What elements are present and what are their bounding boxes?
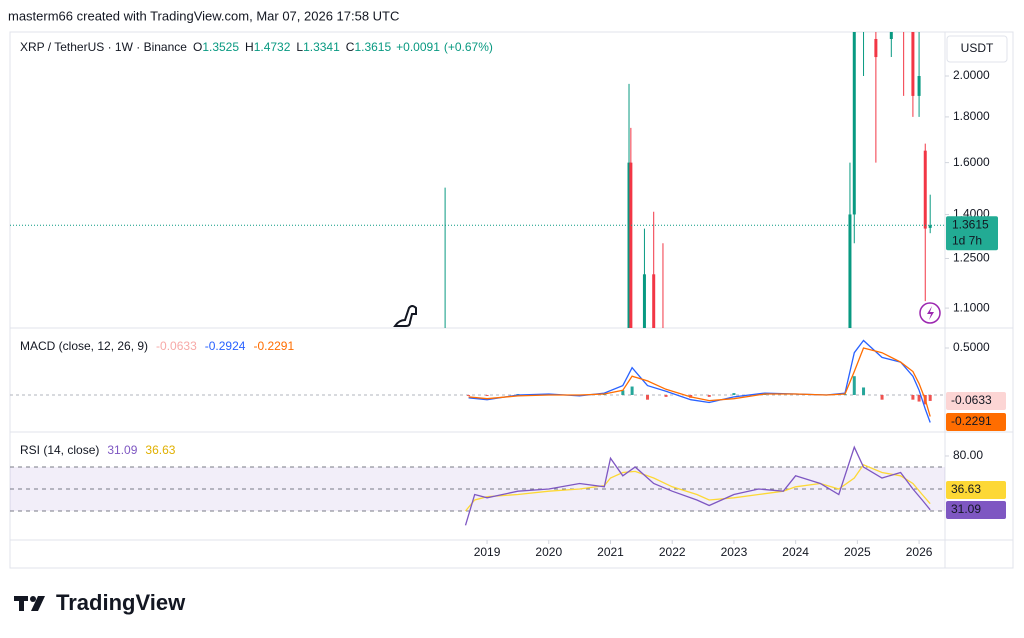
tv-logo-mark	[30, 596, 36, 602]
value-tag	[946, 501, 1006, 519]
candle-body	[874, 38, 878, 58]
logo-text: TradingView	[56, 590, 186, 615]
value-tag-label: -0.2291	[951, 414, 992, 428]
legend-item: RSI (14, close)	[20, 443, 99, 457]
x-tick-label: 2020	[535, 545, 562, 559]
logo-icon	[393, 305, 417, 327]
currency-button[interactable]	[946, 35, 1008, 63]
currency[interactable]: USDT	[961, 41, 994, 55]
legend-item: +0.0091	[396, 40, 440, 54]
candle-body	[852, 32, 856, 215]
legend-item: 1.3615	[354, 40, 391, 54]
series-line	[468, 347, 931, 417]
candle-body	[627, 162, 631, 328]
legend-item: 31.09	[107, 443, 137, 457]
legend-item: (+0.67%)	[444, 40, 493, 54]
legend: MACD (close, 12, 26, 9) -0.0633 -0.2924 -0.…	[20, 339, 294, 353]
value-tag	[946, 413, 1006, 431]
candle-body	[889, 32, 893, 39]
candle-body	[928, 225, 932, 228]
candle-body	[923, 150, 927, 229]
series-line	[465, 463, 931, 512]
value-tag-label: -0.0633	[951, 393, 992, 407]
histogram-bar	[928, 394, 932, 401]
legend-item: XRP / TetherUS · 1W · Binance	[20, 40, 187, 54]
x-tick-label: 2024	[782, 545, 809, 559]
y-tick-label: 1.2500	[953, 251, 990, 265]
x-tick-label: 2022	[659, 545, 686, 559]
legend-item: MACD (close, 12, 26, 9)	[20, 339, 148, 353]
candle-body	[848, 214, 852, 328]
legend-item: 1.4732	[254, 40, 291, 54]
x-tick-label: 2026	[906, 545, 933, 559]
legend-item: L	[296, 40, 303, 54]
y-tick-label: 2.0000	[953, 68, 990, 82]
value-tag-label: 31.09	[951, 502, 981, 516]
legend-item: -0.2924	[205, 339, 246, 353]
candle-body	[652, 274, 656, 328]
candle-body	[629, 162, 633, 328]
candle-body	[917, 75, 921, 96]
histogram-bar	[917, 394, 921, 402]
legend-item: -0.0633	[156, 339, 197, 353]
lightning-icon	[927, 306, 934, 320]
chart-frame	[9, 31, 1014, 569]
x-tick-label: 2021	[597, 545, 624, 559]
y-tick-label: 1.8000	[953, 109, 990, 123]
histogram-bar	[630, 386, 634, 395]
legend-item: O	[193, 40, 202, 54]
candles	[444, 32, 932, 328]
histogram-bar	[732, 393, 736, 395]
y-tick-label: 80.00	[953, 448, 983, 462]
legend-item: C	[346, 40, 355, 54]
x-tick-label: 2025	[844, 545, 871, 559]
legend-item: H	[245, 40, 254, 54]
histogram-bar	[646, 394, 650, 400]
legend-item: 1.3341	[303, 40, 340, 54]
x-tick-label: 2019	[474, 545, 501, 559]
histogram-bar	[707, 394, 711, 397]
candle-body	[911, 32, 915, 96]
y-tick-label: 1.6000	[953, 155, 990, 169]
histogram-bar	[852, 376, 856, 395]
value-tag	[946, 481, 1006, 499]
histogram-bar	[621, 390, 625, 395]
macd-plot	[467, 339, 932, 423]
histogram-bar	[862, 387, 866, 395]
histogram-bar	[485, 394, 489, 396]
legend-item: 36.63	[145, 443, 175, 457]
histogram-bar	[467, 394, 471, 396]
legend: RSI (14, close) 31.09 36.63	[20, 443, 176, 457]
tv-logo-mark	[19, 596, 24, 611]
histogram-bar	[911, 394, 915, 400]
y-tick-label: 1.1000	[953, 300, 990, 314]
candle-body	[642, 274, 646, 328]
countdown: 1d 7h	[952, 233, 982, 247]
rsi-plot	[464, 445, 931, 526]
tv-logo-mark	[31, 596, 45, 611]
y-tick-label: 0.5000	[953, 340, 990, 354]
legend-item: 1.3525	[202, 40, 239, 54]
legend-item: -0.2291	[253, 339, 294, 353]
histogram-bar	[664, 394, 668, 397]
histogram-bar	[880, 394, 884, 400]
value-tag-label: 36.63	[951, 482, 981, 496]
value-tag	[946, 392, 1006, 410]
x-tick-label: 2023	[721, 545, 748, 559]
legend: XRP / TetherUS · 1W · Binance O1.3525 H1.4…	[20, 40, 493, 54]
last-price-label: 1.3615	[952, 217, 989, 231]
series-line	[464, 445, 931, 526]
header: masterm66 created with TradingView.com, …	[8, 8, 399, 23]
last-price-tag	[946, 216, 998, 251]
